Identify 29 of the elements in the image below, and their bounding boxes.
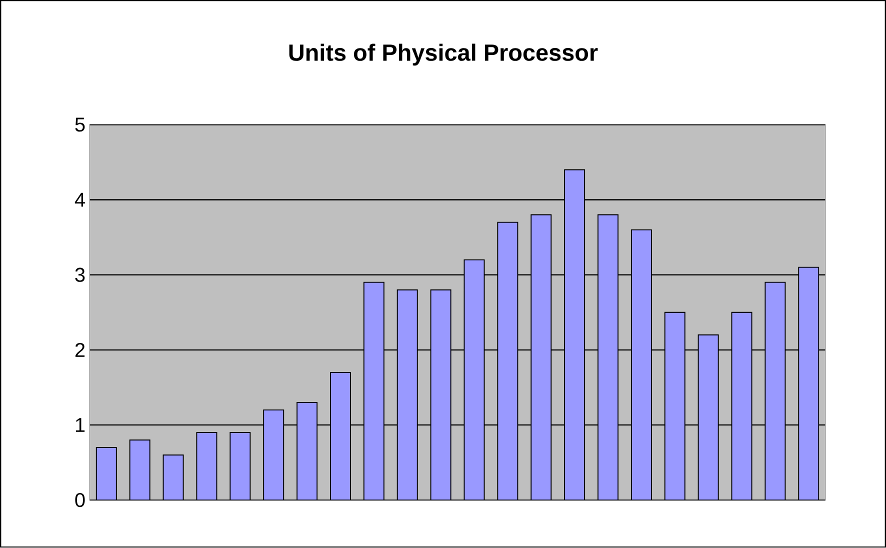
bar: [564, 169, 586, 500]
bar: [798, 267, 820, 500]
y-tick-label: 2: [75, 343, 85, 358]
y-tick-label: 1: [76, 418, 85, 432]
bar: [296, 402, 318, 500]
chart-title: Units of Physical Processor: [289, 44, 598, 66]
bar: [430, 290, 452, 500]
y-tick-label: 5: [75, 118, 85, 132]
bar: [96, 447, 117, 500]
bar: [598, 214, 618, 500]
bar: [464, 260, 485, 500]
bar: [396, 290, 418, 500]
bar: [196, 432, 218, 500]
bar: [530, 214, 552, 500]
bar: [698, 334, 719, 500]
bar: [764, 282, 786, 500]
bar: [497, 222, 518, 500]
y-tick-label: 4: [74, 193, 85, 207]
bar: [330, 372, 351, 500]
bar: [664, 312, 686, 500]
y-tick-label: 3: [75, 268, 85, 282]
bar: [129, 440, 150, 500]
bar: [630, 229, 652, 500]
bar: [263, 410, 284, 500]
y-tick-label: 0: [75, 493, 85, 508]
bar: [363, 282, 384, 500]
bar: [230, 432, 251, 500]
bar: [731, 312, 752, 500]
bar: [162, 454, 184, 500]
